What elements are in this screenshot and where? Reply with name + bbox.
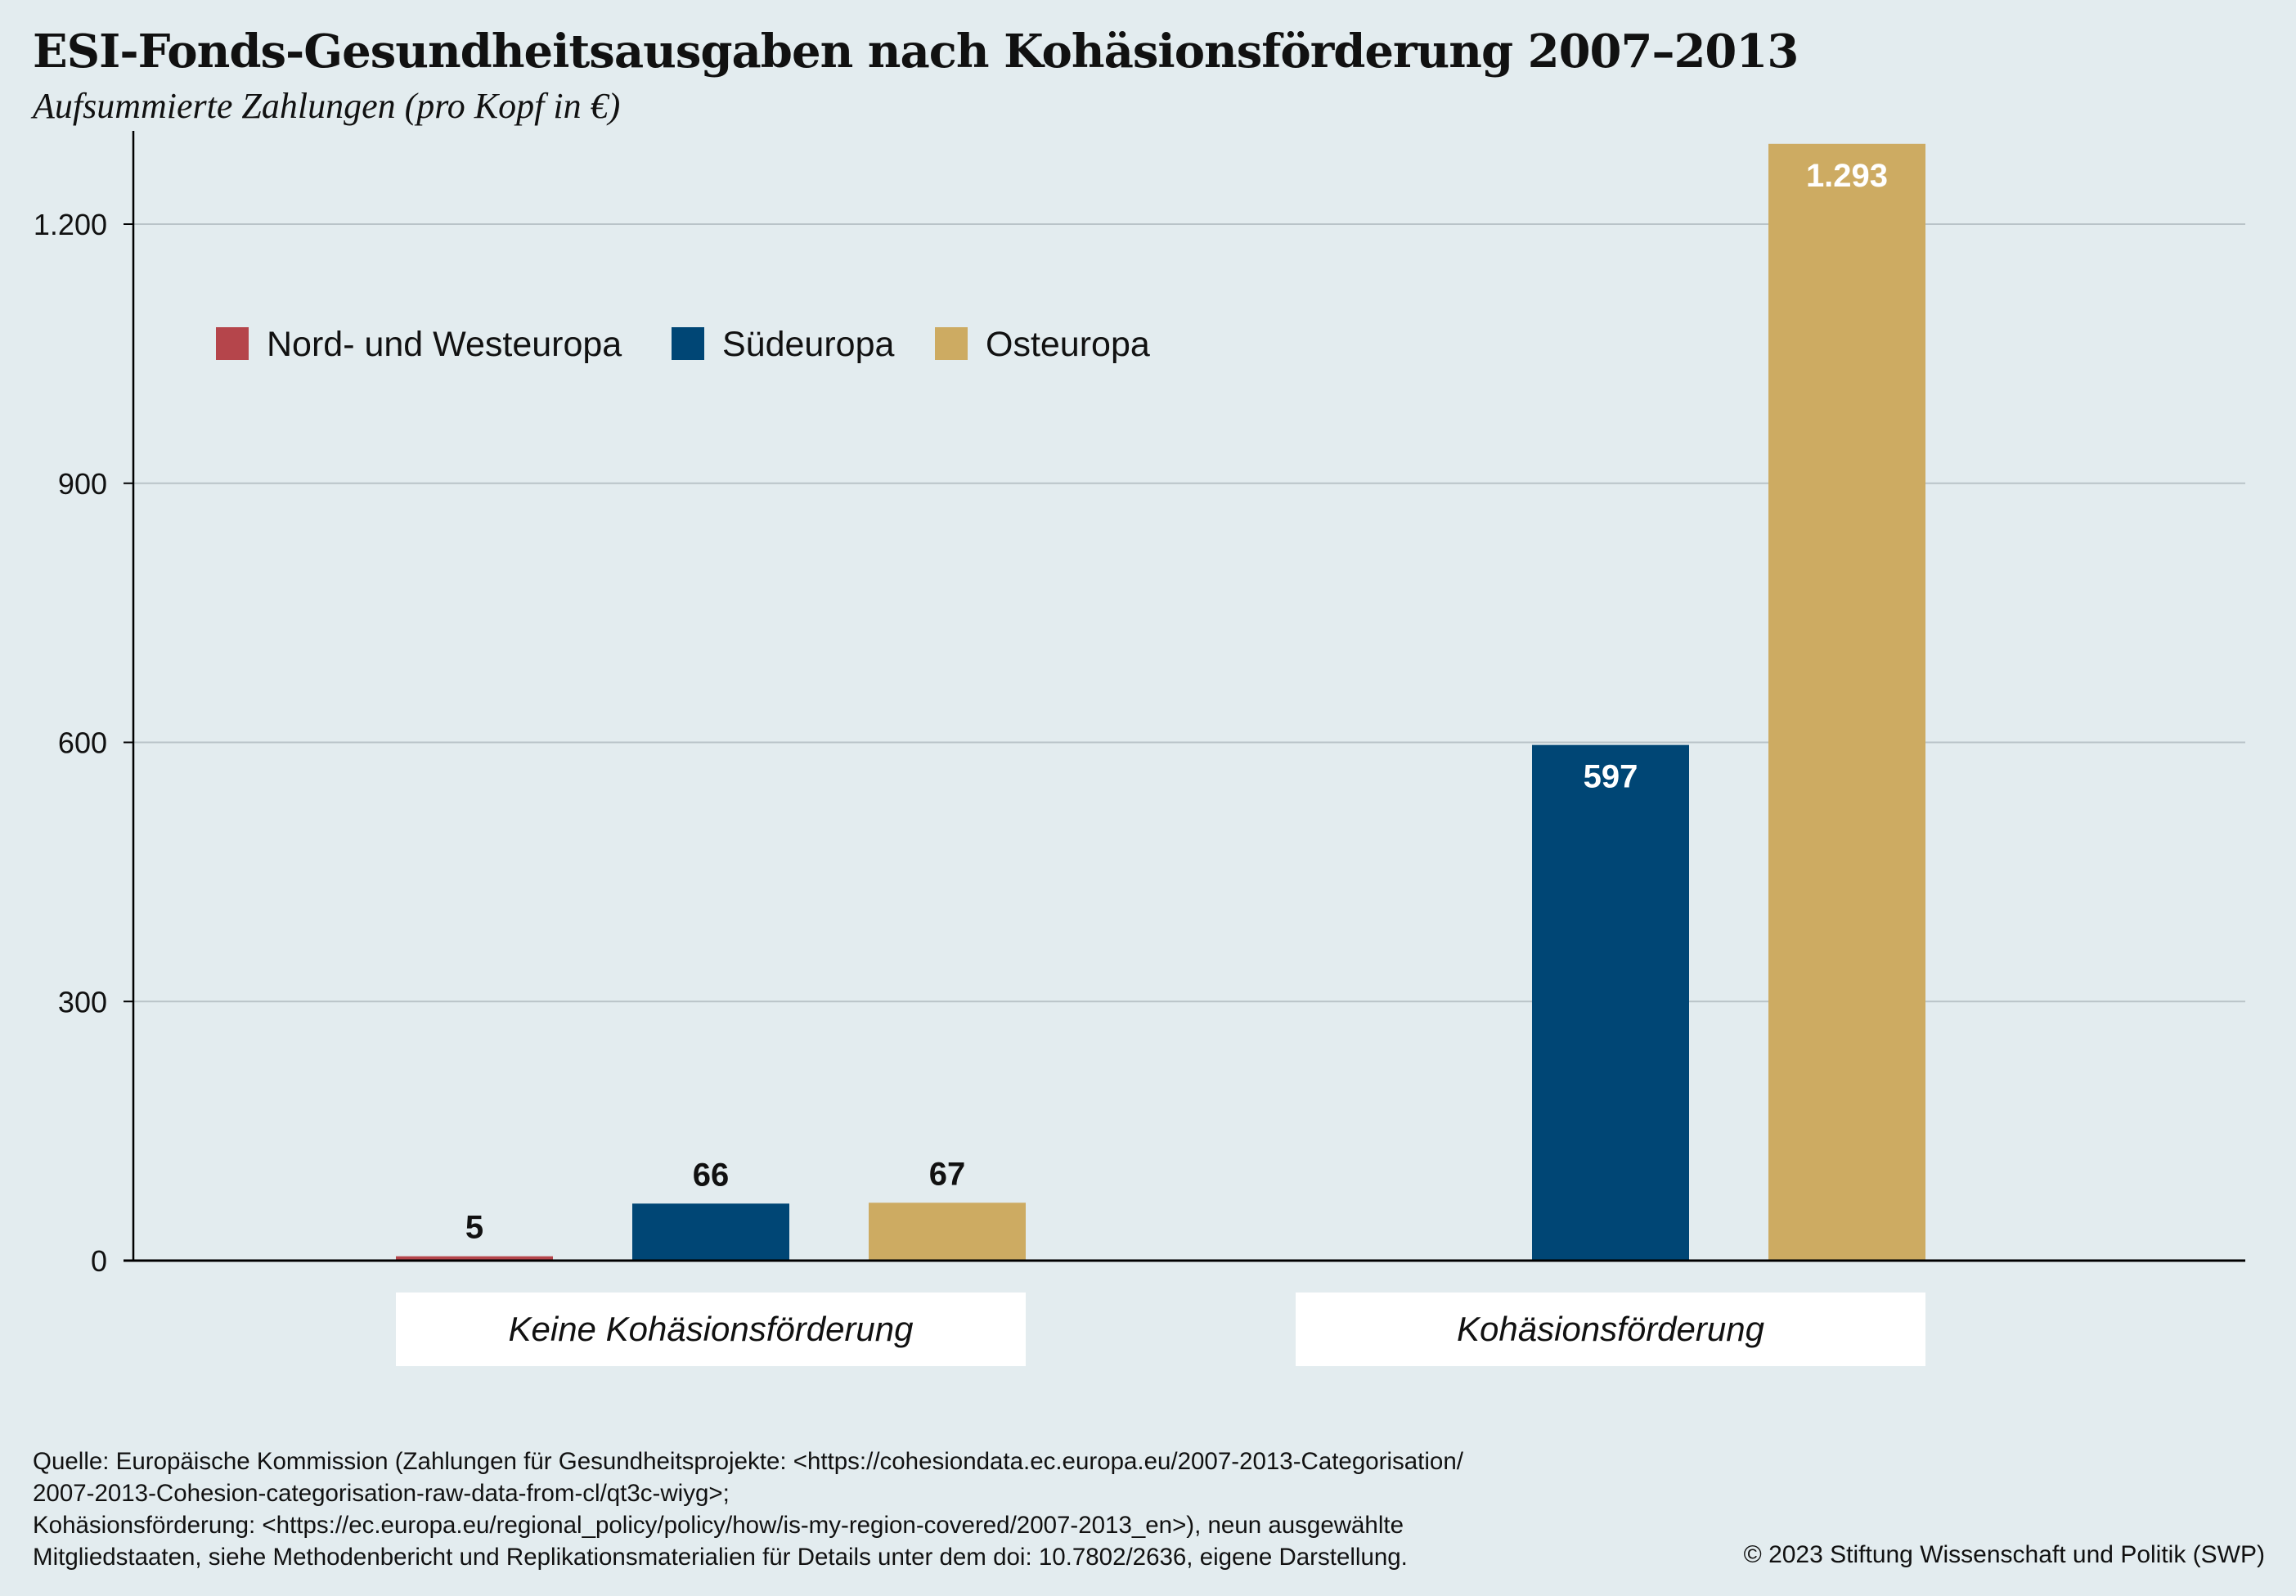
chart-title: ESI-Fonds-Gesundheitsausgaben nach Kohäs… [33,25,1799,79]
legend-label: Osteuropa [986,325,1150,364]
bar [1768,143,1925,1261]
source-line: Kohäsionsförderung: <https://ec.europa.e… [33,1512,1404,1539]
source-line: Mitgliedstaaten, siehe Methodenbericht u… [33,1544,1408,1571]
legend-swatch [216,327,249,360]
bar-chart: 0 300 600 900 1.200 5 66 597 67 1.293 Keine Kohäsi… [34,131,2245,1366]
bar [1532,744,1689,1261]
bar-data-label: 597 [1584,759,1638,795]
bar-data-label: 67 [929,1156,966,1192]
legend-swatch [672,327,704,360]
legend-label: Südeuropa [722,325,894,364]
copyright-note: © 2023 Stiftung Wissenschaft und Politik… [1743,1541,2265,1568]
legend-label: Nord- und Westeuropa [267,325,622,364]
bar-data-label: 5 [465,1210,483,1246]
category-label-box [1296,1293,1925,1366]
y-tick-label: 900 [58,467,107,501]
x-category-label: Keine Kohäsionsförderung [508,1310,913,1348]
x-category-label: Kohäsionsförderung [1457,1310,1764,1348]
bar-data-label: 1.293 [1806,158,1888,194]
source-line: Quelle: Europäische Kommission (Zahlunge… [33,1448,1463,1475]
source-line: 2007-2013-Cohesion-categorisation-raw-da… [33,1480,730,1507]
category-label-box [396,1293,1026,1366]
y-tick-label: 600 [58,726,107,760]
bar [396,1256,553,1261]
chart-subtitle: Aufsummierte Zahlungen (pro Kopf in €) [33,86,621,126]
legend-swatch [935,327,968,360]
y-tick-label: 1.200 [34,208,107,241]
y-tick-label: 0 [91,1244,107,1278]
bar [632,1203,789,1261]
bar-data-label: 66 [693,1157,730,1193]
bar [869,1203,1026,1261]
y-tick-label: 300 [58,985,107,1018]
source-note: Quelle: Europäische Kommission (Zahlunge… [33,1445,1603,1573]
